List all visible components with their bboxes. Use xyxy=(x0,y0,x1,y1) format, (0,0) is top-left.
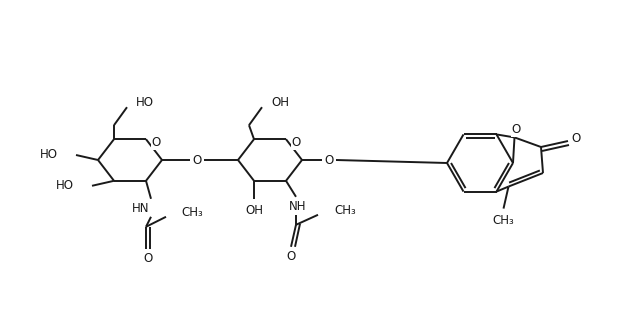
Text: O: O xyxy=(572,133,580,146)
Text: O: O xyxy=(291,136,301,149)
Text: HO: HO xyxy=(56,179,74,192)
Text: NH: NH xyxy=(289,200,307,213)
Text: CH₃: CH₃ xyxy=(334,204,356,217)
Text: HO: HO xyxy=(136,96,154,109)
Text: HO: HO xyxy=(40,148,58,161)
Text: O: O xyxy=(286,250,296,263)
Text: O: O xyxy=(193,153,202,167)
Text: CH₃: CH₃ xyxy=(181,206,203,219)
Text: HN: HN xyxy=(132,202,150,215)
Text: OH: OH xyxy=(245,204,263,217)
Text: O: O xyxy=(512,123,521,136)
Text: O: O xyxy=(143,252,152,265)
Text: OH: OH xyxy=(271,96,289,109)
Text: CH₃: CH₃ xyxy=(493,214,515,227)
Text: O: O xyxy=(152,136,161,149)
Text: O: O xyxy=(324,153,333,167)
